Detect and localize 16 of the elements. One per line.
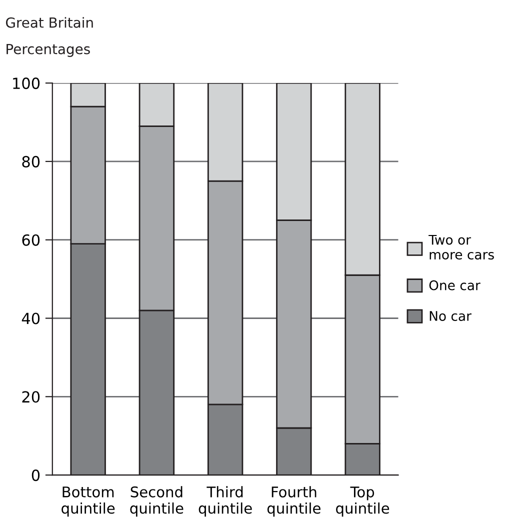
y-tick-label: 20 (22, 391, 40, 403)
y-tick-label: 100 (13, 78, 40, 90)
x-tick-label: Top quintile (336, 486, 390, 517)
y-tick-label: 60 (22, 234, 40, 246)
chart-title: Great Britain (6, 17, 93, 28)
x-tick-label: Bottom quintile (62, 486, 115, 517)
legend-label: Two or more cars (428, 234, 494, 260)
legend-label: No car (430, 311, 472, 321)
y-tick-label: 40 (22, 312, 40, 324)
y-tick-label: 80 (22, 156, 40, 168)
x-tick-label: Third quintile (198, 486, 252, 517)
x-tick-label: Fourth quintile (267, 486, 320, 517)
legend-label: One car (429, 280, 480, 290)
y-tick-label: 0 (32, 470, 40, 482)
x-tick-label: Second quintile (130, 486, 184, 517)
chart-subtitle: Percentages (6, 44, 90, 57)
